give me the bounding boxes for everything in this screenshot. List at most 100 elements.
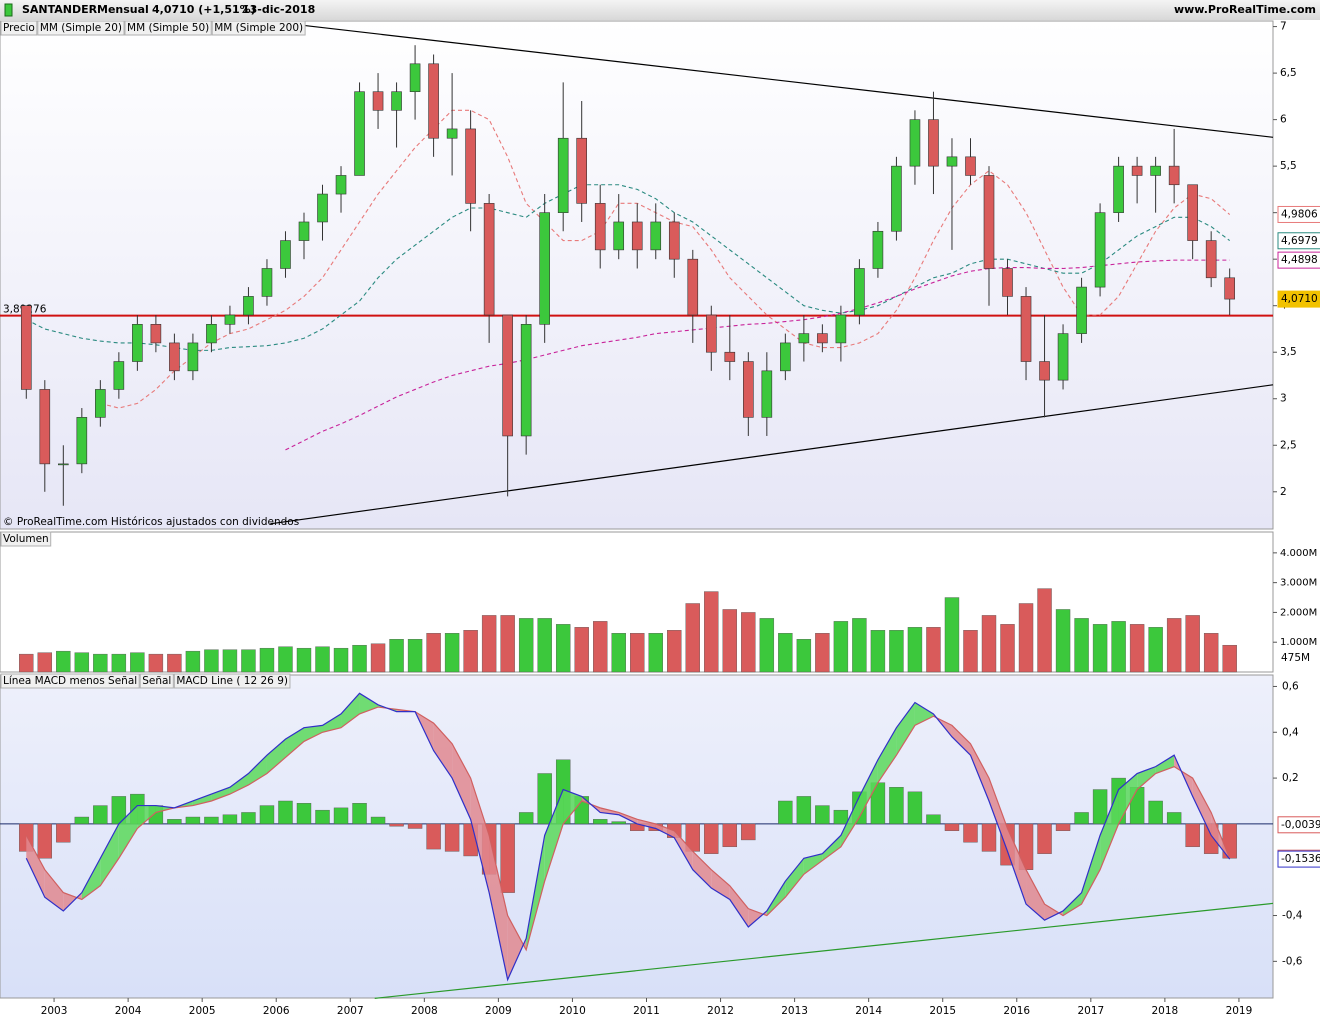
x-tick-label: 2010 <box>559 1005 586 1017</box>
volume-bar <box>555 624 571 673</box>
last-value-label: 4,4898 <box>1281 254 1318 266</box>
candle-body <box>354 91 365 176</box>
candle-body <box>58 463 69 466</box>
legend-label: Línea MACD menos Señal <box>3 675 137 687</box>
macd-fill <box>840 796 860 847</box>
volume-bar <box>796 639 812 673</box>
histogram-bar <box>389 823 404 827</box>
volume-bar <box>722 609 738 673</box>
macd-fill <box>877 727 897 783</box>
candle-body <box>1131 165 1143 176</box>
histogram-bar <box>500 823 515 893</box>
candle-body <box>761 370 773 418</box>
trendline <box>270 20 1274 138</box>
x-tick-label: 2005 <box>189 1005 216 1017</box>
histogram-bar <box>963 823 978 843</box>
y-tick-label: 5,5 <box>1280 160 1297 172</box>
indicator-line <box>25 692 1231 982</box>
histogram-bar <box>278 800 293 825</box>
x-tick-label: 2018 <box>1152 1005 1179 1017</box>
volume-bar <box>444 633 460 673</box>
histogram-bar <box>1092 789 1108 825</box>
last-value-box <box>1278 649 1314 666</box>
volume-bar <box>833 621 849 673</box>
macd-fill <box>544 789 564 882</box>
indicator-line <box>25 706 1231 952</box>
y-tick-label: 0,6 <box>1282 680 1299 692</box>
volume-bar <box>500 615 515 673</box>
volume-bar <box>148 653 164 673</box>
x-tick-label: 2013 <box>781 1005 808 1017</box>
x-tick-label: 2004 <box>115 1005 142 1017</box>
volume-bar <box>870 630 886 673</box>
candle-body <box>243 296 254 316</box>
volume-bar <box>19 653 34 673</box>
x-tick-label: 2011 <box>633 1005 660 1017</box>
volume-bar <box>852 618 867 673</box>
x-tick-label: 2016 <box>1003 1005 1030 1017</box>
volume-bar <box>333 647 349 673</box>
macd-fill <box>452 743 471 820</box>
volume-bar <box>1166 618 1182 673</box>
histogram-bar <box>222 814 238 825</box>
site: www.ProRealTime.com <box>1174 3 1316 16</box>
candle-body <box>1205 240 1217 279</box>
histogram-bar <box>370 816 386 825</box>
x-tick-label: 2015 <box>929 1005 956 1017</box>
x-tick-label: 2003 <box>41 1005 68 1017</box>
volume-bar <box>518 618 534 673</box>
volume-bar <box>1037 588 1052 673</box>
macd-fill <box>1063 892 1082 916</box>
volume-bar <box>1074 618 1089 673</box>
volume-bar <box>463 630 478 673</box>
histogram-bar <box>426 823 441 850</box>
last-value-label: 4,9806 <box>1281 208 1318 220</box>
volume-bar <box>537 618 552 673</box>
histogram-bar <box>37 823 53 859</box>
histogram-bar <box>315 809 330 825</box>
candle-body <box>317 193 328 223</box>
candle-body <box>1057 333 1069 381</box>
histogram-bar <box>1166 812 1182 825</box>
candle-body <box>687 258 699 316</box>
candle-body <box>187 342 199 372</box>
volume-bar <box>963 630 978 673</box>
legend-box <box>0 531 52 547</box>
x-tick-label: 2012 <box>707 1005 734 1017</box>
macd-fill <box>489 835 508 980</box>
legend-box <box>37 20 125 36</box>
volume-bar <box>241 649 256 673</box>
volume-bar <box>1111 621 1126 673</box>
volume-bar <box>1185 615 1200 673</box>
histogram-bar <box>741 823 756 841</box>
histogram-bar <box>593 819 608 825</box>
volume-bar <box>389 639 404 673</box>
candle-body <box>446 128 458 139</box>
histogram-bar <box>907 791 923 825</box>
macd-fill <box>1192 778 1212 836</box>
volume-bar <box>741 612 756 673</box>
candle-body <box>372 91 384 111</box>
candle-body <box>428 63 439 139</box>
volume-bar <box>667 630 682 673</box>
trendline <box>374 902 1274 999</box>
histogram-bar <box>778 800 793 825</box>
y-tick-label: 6 <box>1280 114 1287 126</box>
logo <box>4 3 13 17</box>
histogram-bar <box>185 816 201 825</box>
candle-body <box>298 221 310 241</box>
volume-bar <box>648 633 663 673</box>
moving-average <box>26 184 1231 351</box>
moving-average <box>100 109 1231 409</box>
macd-fill <box>766 881 786 916</box>
volume-bar <box>1129 624 1145 673</box>
macd-fill <box>914 702 934 726</box>
candle-body <box>594 203 606 251</box>
legend-label: MM (Simple 200) <box>214 22 303 34</box>
volume-bar <box>278 646 293 673</box>
volume-bar <box>426 633 441 673</box>
volume-bar <box>593 621 608 673</box>
header-bar <box>0 0 1320 20</box>
histogram-bar <box>167 819 182 825</box>
macd-fill <box>303 725 323 742</box>
